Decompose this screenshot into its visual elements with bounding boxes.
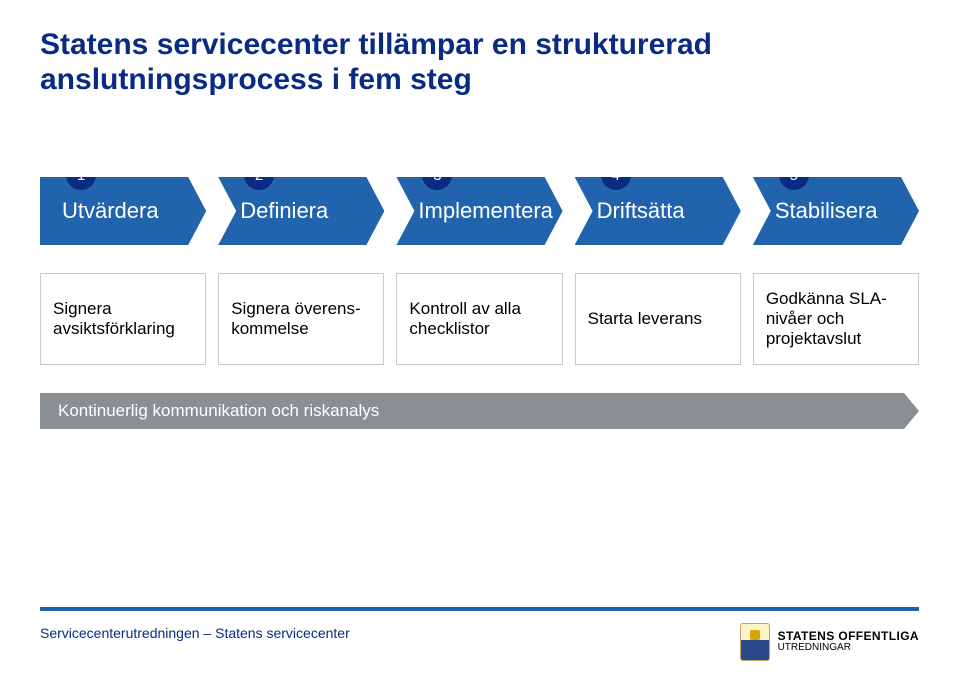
logo-text: STATENS OFFENTLIGA UTREDNINGAR	[778, 630, 919, 653]
step-4-label: Driftsätta	[597, 198, 685, 224]
slide: Statens servicecenter tillämpar en struk…	[0, 0, 959, 679]
footer-divider	[40, 607, 919, 611]
footer-text: Servicecenterutredningen – Statens servi…	[40, 625, 350, 641]
step-2-label: Definiera	[240, 198, 328, 224]
step-3: 3 Implementera	[396, 177, 562, 245]
step-5-badge: 5	[779, 160, 809, 190]
title-line1: Statens servicecenter tillämpar en struk…	[40, 28, 712, 61]
box-5: Godkänna SLA-nivåer och projektavslut	[753, 273, 919, 365]
sou-logo: STATENS OFFENTLIGA UTREDNINGAR	[740, 623, 919, 661]
step-3-badge: 3	[422, 160, 452, 190]
title-line2: anslutningsprocess i fem steg	[40, 63, 472, 96]
continuous-bar: Kontinuerlig kommunikation och riskanaly…	[40, 393, 919, 429]
deliverables-row: Signera avsiktsförklaring Signera överen…	[40, 273, 919, 365]
box-1: Signera avsiktsförklaring	[40, 273, 206, 365]
logo-text-bottom: UTREDNINGAR	[778, 643, 919, 654]
step-1: 1 Utvärdera	[40, 177, 206, 245]
process-steps-row: 1 Utvärdera 2 Definiera 3 Implementera 4…	[40, 177, 919, 245]
box-3: Kontroll av alla checklistor	[396, 273, 562, 365]
page-title: Statens servicecenter tillämpar en struk…	[40, 28, 919, 97]
crest-icon	[740, 623, 770, 661]
step-4-badge: 4	[601, 160, 631, 190]
box-4: Starta leverans	[575, 273, 741, 365]
step-2-badge: 2	[244, 160, 274, 190]
step-3-label: Implementera	[418, 198, 553, 224]
step-1-badge: 1	[66, 160, 96, 190]
continuous-bar-wrap: Kontinuerlig kommunikation och riskanaly…	[40, 393, 919, 429]
step-2: 2 Definiera	[218, 177, 384, 245]
box-2: Signera överens-kommelse	[218, 273, 384, 365]
step-1-label: Utvärdera	[62, 198, 159, 224]
step-5-label: Stabilisera	[775, 198, 878, 224]
step-5: 5 Stabilisera	[753, 177, 919, 245]
step-4: 4 Driftsätta	[575, 177, 741, 245]
